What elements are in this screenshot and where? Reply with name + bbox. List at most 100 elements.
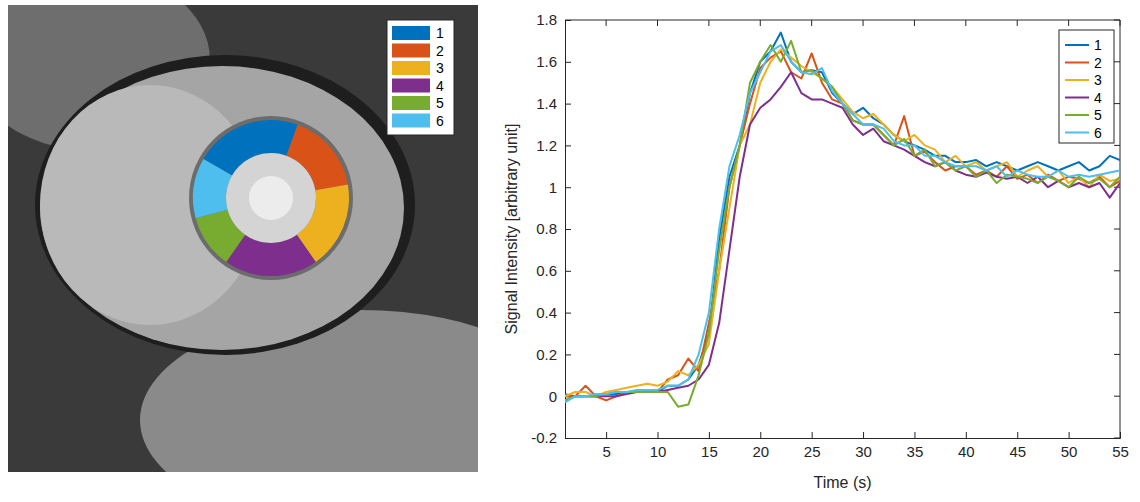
legend-swatch — [392, 26, 430, 40]
tick-mark — [1114, 103, 1120, 104]
tick-mark — [863, 20, 864, 26]
tick-label: 1.4 — [536, 95, 557, 112]
legend-swatch — [392, 79, 430, 93]
tick: 10 — [650, 432, 667, 460]
mri-image — [8, 5, 478, 472]
legend-line — [1065, 62, 1089, 64]
legend-label: 4 — [1094, 90, 1102, 106]
tick-label: 0.2 — [536, 346, 557, 363]
tick-mark — [1069, 432, 1070, 438]
tick-mark — [1114, 354, 1120, 355]
legend-label: 6 — [1094, 125, 1102, 141]
tick-label: 30 — [855, 443, 872, 460]
tick: 5 — [602, 432, 610, 460]
tick-mark — [1068, 20, 1069, 26]
segment — [193, 159, 232, 218]
tick-label: 1.8 — [536, 11, 557, 28]
tick-mark — [565, 438, 571, 439]
tick-mark — [1114, 229, 1120, 230]
tick: 40 — [958, 432, 975, 460]
tick-mark — [863, 432, 864, 438]
tick-label: -0.2 — [531, 429, 557, 446]
mri-blood-pool-core — [249, 176, 293, 220]
tick-mark — [1114, 438, 1120, 439]
tick-mark — [760, 432, 761, 438]
legend-label: 4 — [436, 78, 444, 94]
tick: 1.2 — [536, 137, 571, 154]
tick-label: 0 — [549, 388, 557, 405]
tick-mark — [565, 229, 571, 230]
legend-swatch — [392, 44, 430, 58]
series-line — [565, 41, 1120, 407]
tick: 1 — [549, 179, 571, 196]
tick-label: 20 — [752, 443, 769, 460]
tick: 0.2 — [536, 346, 571, 363]
tick-mark — [812, 432, 813, 438]
mri-blood-pool — [226, 153, 316, 243]
legend-label: 3 — [1094, 72, 1102, 88]
series-line — [565, 49, 1120, 396]
tick-mark — [606, 20, 607, 26]
mri-pericardium — [35, 55, 415, 355]
legend-swatch — [392, 114, 430, 128]
tick-mark — [565, 313, 571, 314]
series-line — [565, 33, 1120, 397]
tick-mark — [914, 20, 915, 26]
x-axis-title: Time (s) — [813, 474, 871, 491]
legend-label: 1 — [436, 25, 444, 41]
tick-mark — [1114, 312, 1120, 313]
tick-mark — [760, 20, 761, 26]
chart: 510152025303540455055-0.200.20.40.60.811… — [503, 11, 1129, 491]
legend-label: 5 — [436, 95, 444, 111]
tick-mark — [1114, 270, 1120, 271]
tick-label: 5 — [602, 443, 610, 460]
legend: 123456 — [1059, 30, 1114, 143]
tick-label: 40 — [958, 443, 975, 460]
tick: 35 — [907, 432, 924, 460]
tick-label: 35 — [907, 443, 924, 460]
legend-swatch — [392, 96, 430, 110]
tick-label: 0.8 — [536, 220, 557, 237]
tick-mark — [966, 432, 967, 438]
frame — [565, 20, 1120, 21]
tick-mark — [657, 20, 658, 26]
tick-mark — [811, 20, 812, 26]
legend-line — [1065, 79, 1089, 81]
legend-box — [1059, 30, 1114, 143]
mri-heart — [40, 66, 404, 350]
tick-label: 55 — [1112, 443, 1129, 460]
tick-label: 1.2 — [536, 137, 557, 154]
plot-background — [565, 20, 1120, 438]
tick-label: 0.4 — [536, 304, 557, 321]
tick-mark — [914, 432, 915, 438]
tick-label: 1.6 — [536, 53, 557, 70]
series-line — [565, 72, 1120, 400]
tick-label: 0.6 — [536, 262, 557, 279]
lines — [565, 33, 1120, 407]
tick-mark — [965, 20, 966, 26]
tick: -0.2 — [531, 429, 571, 446]
legend-label: 6 — [436, 113, 444, 129]
tick: 0.4 — [536, 304, 571, 321]
tick-mark — [565, 187, 571, 188]
legend-label: 5 — [1094, 107, 1102, 123]
series-line — [565, 45, 1120, 402]
legend-line — [1065, 44, 1089, 46]
axis-line — [566, 432, 1121, 439]
mri-myocardium — [189, 116, 353, 280]
tick-mark — [565, 104, 571, 105]
tick-label: 15 — [701, 443, 718, 460]
axis-line — [566, 21, 572, 439]
legend-box — [387, 20, 454, 135]
tick: 0.6 — [536, 262, 571, 279]
tick: 45 — [1009, 432, 1026, 460]
tick-mark — [1017, 432, 1018, 438]
tick-mark — [709, 432, 710, 438]
tick-mark — [1114, 20, 1120, 21]
tick-mark — [565, 145, 571, 146]
tick-mark — [565, 271, 571, 272]
tick-mark — [565, 354, 571, 355]
tick-mark — [1114, 396, 1120, 397]
tick-label: 25 — [804, 443, 821, 460]
tick-mark — [565, 62, 571, 63]
